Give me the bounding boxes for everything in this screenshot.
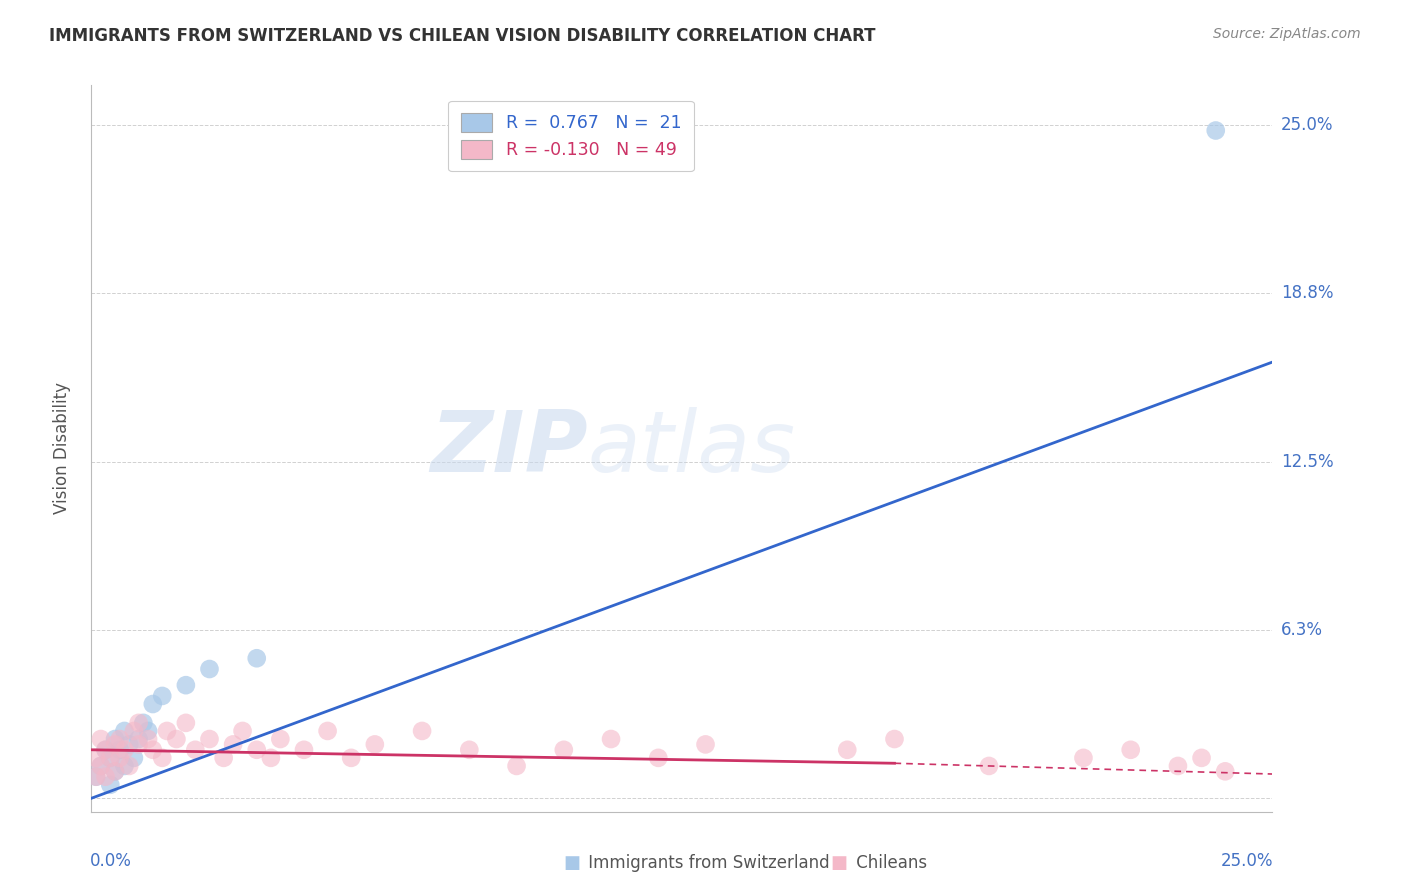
- Point: [104, 764, 127, 779]
- Point: [553, 743, 575, 757]
- Point: [108, 751, 131, 765]
- Point: [90, 759, 112, 773]
- Point: [246, 743, 269, 757]
- Point: [118, 738, 141, 752]
- Point: [411, 723, 433, 738]
- Point: [165, 731, 187, 746]
- Text: 18.8%: 18.8%: [1281, 285, 1333, 302]
- Point: [94, 743, 117, 757]
- Text: ZIP: ZIP: [430, 407, 588, 490]
- Point: [1167, 759, 1189, 773]
- Point: [232, 723, 254, 738]
- Point: [132, 715, 155, 730]
- Text: 6.3%: 6.3%: [1281, 621, 1323, 639]
- Point: [316, 723, 339, 738]
- Point: [94, 743, 117, 757]
- Point: [364, 738, 387, 752]
- Point: [114, 743, 136, 757]
- Point: [122, 751, 145, 765]
- Point: [1205, 123, 1227, 137]
- Point: [505, 759, 527, 773]
- Point: [128, 731, 150, 746]
- Point: [156, 723, 179, 738]
- Point: [1119, 743, 1142, 757]
- Point: [150, 689, 173, 703]
- Point: [292, 743, 315, 757]
- Point: [198, 731, 221, 746]
- Point: [150, 751, 173, 765]
- Text: ■: ■: [831, 855, 848, 872]
- Point: [84, 751, 107, 765]
- Point: [136, 731, 159, 746]
- Point: [104, 764, 127, 779]
- Text: Chileans: Chileans: [851, 855, 927, 872]
- Point: [108, 743, 131, 757]
- Text: 25.0%: 25.0%: [1281, 116, 1333, 134]
- Point: [114, 723, 136, 738]
- Point: [128, 715, 150, 730]
- Point: [84, 770, 107, 784]
- Text: Immigrants from Switzerland: Immigrants from Switzerland: [583, 855, 830, 872]
- Text: IMMIGRANTS FROM SWITZERLAND VS CHILEAN VISION DISABILITY CORRELATION CHART: IMMIGRANTS FROM SWITZERLAND VS CHILEAN V…: [49, 27, 876, 45]
- Point: [90, 759, 112, 773]
- Point: [647, 751, 669, 765]
- Point: [136, 723, 159, 738]
- Point: [340, 751, 363, 765]
- Point: [1213, 764, 1236, 779]
- Point: [977, 759, 1000, 773]
- Point: [212, 751, 235, 765]
- Point: [94, 770, 117, 784]
- Text: atlas: atlas: [588, 407, 796, 490]
- Point: [260, 751, 283, 765]
- Point: [269, 731, 291, 746]
- Point: [98, 778, 121, 792]
- Point: [118, 759, 141, 773]
- Point: [222, 738, 245, 752]
- Text: 0.0%: 0.0%: [90, 852, 132, 870]
- Point: [600, 731, 623, 746]
- Point: [108, 731, 131, 746]
- Point: [128, 738, 150, 752]
- Text: 12.5%: 12.5%: [1281, 453, 1333, 471]
- Point: [837, 743, 859, 757]
- Point: [184, 743, 207, 757]
- Point: [104, 731, 127, 746]
- Point: [174, 678, 197, 692]
- Y-axis label: Vision Disability: Vision Disability: [52, 383, 70, 514]
- Point: [458, 743, 481, 757]
- Legend: R =  0.767   N =  21, R = -0.130   N = 49: R = 0.767 N = 21, R = -0.130 N = 49: [449, 101, 693, 171]
- Point: [174, 715, 197, 730]
- Point: [695, 738, 717, 752]
- Point: [98, 751, 121, 765]
- Point: [883, 731, 905, 746]
- Point: [142, 697, 165, 711]
- Text: ■: ■: [564, 855, 581, 872]
- Point: [104, 738, 127, 752]
- Point: [142, 743, 165, 757]
- Point: [1073, 751, 1095, 765]
- Point: [90, 731, 112, 746]
- Text: 25.0%: 25.0%: [1222, 852, 1274, 870]
- Text: Source: ZipAtlas.com: Source: ZipAtlas.com: [1213, 27, 1361, 41]
- Point: [98, 751, 121, 765]
- Point: [198, 662, 221, 676]
- Point: [114, 759, 136, 773]
- Point: [1191, 751, 1213, 765]
- Point: [122, 723, 145, 738]
- Point: [84, 770, 107, 784]
- Point: [246, 651, 269, 665]
